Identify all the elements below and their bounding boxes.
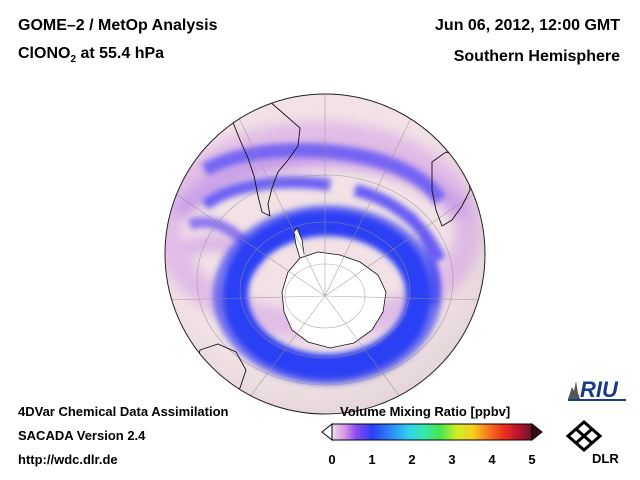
colorbar-tick: 3: [448, 452, 456, 467]
colorbar-min-arrow: [321, 422, 333, 442]
colorbar-tick: 0: [328, 452, 336, 467]
version-label: SACADA Version 2.4: [18, 428, 146, 443]
dlr-logo: [565, 420, 603, 452]
analysis-date: Jun 06, 2012, 12:00 GMT: [435, 17, 620, 34]
colorbar-title: Volume Mixing Ratio [ppbv]: [340, 404, 511, 419]
riu-logo-text: RIU: [580, 377, 619, 402]
species-label: ClONO2 at 55.4 hPa: [18, 45, 164, 65]
colorbar-max-arrow: [531, 422, 543, 442]
species-prefix: ClONO: [18, 45, 71, 62]
method-label: 4DVar Chemical Data Assimilation: [18, 404, 229, 419]
colorbar: [321, 422, 543, 442]
colorbar-tick: 2: [408, 452, 416, 467]
colorbar-gradient: [331, 423, 533, 441]
colorbar-tick: 1: [368, 452, 376, 467]
product-title: GOME–2 / MetOp Analysis: [18, 17, 218, 34]
colorbar-tick: 4: [488, 452, 496, 467]
dlr-logo-text: DLR: [592, 451, 619, 466]
globe-outline: [164, 93, 486, 415]
riu-logo: RIU: [566, 373, 628, 408]
region-label: Southern Hemisphere: [453, 48, 620, 65]
website-link[interactable]: http://wdc.dlr.de: [18, 452, 118, 467]
species-subscript: 2: [70, 54, 77, 66]
species-suffix: at 55.4 hPa: [76, 45, 165, 62]
colorbar-tick: 5: [528, 452, 536, 467]
